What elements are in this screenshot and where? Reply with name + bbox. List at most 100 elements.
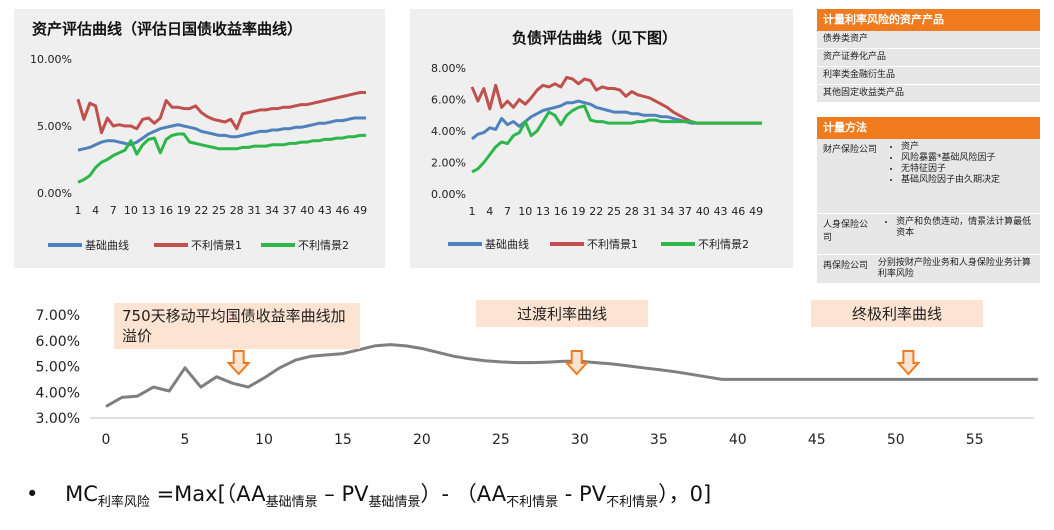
x-tick-label: 28 (230, 204, 244, 217)
x-tick-label: 20 (413, 432, 431, 448)
x-tick-label: 40 (300, 204, 314, 217)
x-tick-label: 0 (102, 432, 111, 448)
x-tick-label: 13 (536, 205, 550, 218)
formula-subscript: 不利情景 (606, 495, 659, 510)
x-tick-label: 19 (572, 205, 586, 218)
y-tick-label: 4.00% (431, 125, 466, 138)
y-tick-label: 7.00% (36, 308, 80, 324)
mc-formula: • MC利率风险 =Max[（AA基础情景 – PV基础情景）- （AA不利情景… (26, 478, 711, 510)
legend-label: 不利情景2 (698, 238, 749, 251)
x-tick-label: 31 (643, 205, 657, 218)
arrow-down-icon (896, 350, 921, 376)
x-tick-label: 50 (887, 432, 905, 448)
legend-label: 不利情景1 (191, 239, 242, 252)
x-tick-label: 46 (335, 204, 349, 217)
x-tick-label: 15 (334, 432, 352, 448)
x-tick-label: 37 (283, 204, 297, 217)
x-tick-label: 4 (92, 204, 99, 217)
x-tick-label: 16 (554, 205, 568, 218)
x-tick-label: 49 (749, 205, 763, 218)
x-tick-label: 45 (808, 432, 826, 448)
asset-chart: 0.00%5.00%10.00%1 4 7 10 13 16 19 22 25 28 31 34 37 4… (30, 53, 367, 252)
liability-chart: 0.00% 2.00% 4.00% 6.00% 8.00% 1 4 7 10 13 16 19 22 25… (431, 62, 763, 251)
x-tick-label: 46 (731, 205, 745, 218)
x-tick-label: 13 (142, 204, 156, 217)
x-tick-label: 10 (124, 204, 138, 217)
x-tick-label: 1 (75, 204, 82, 217)
x-tick-label: 35 (650, 432, 668, 448)
x-tick-label: 30 (571, 432, 589, 448)
asset-chart-title: 资产评估曲线（评估日国债收益率曲线） (32, 20, 303, 38)
x-tick-label: 28 (625, 205, 639, 218)
arrow-down-icon (226, 350, 251, 376)
y-tick-label: 6.00% (431, 94, 466, 107)
formula-subscript: 基础情景 (265, 495, 318, 510)
method-text: 分别按财产险业务和人身保险业务计算利率风险 (877, 258, 1031, 279)
x-tick-label: 10 (518, 205, 532, 218)
x-tick-label: 34 (660, 205, 674, 218)
asset-products-title: 计量利率风险的资产产品 (817, 9, 1040, 31)
x-tick-label: 37 (678, 205, 692, 218)
x-tick-label: 22 (589, 205, 603, 218)
y-tick-label: 3.00% (36, 411, 80, 427)
formula-subscript: 利率风险 (97, 495, 150, 510)
asset-product-item: 其他固定收益类产品 (817, 85, 1040, 103)
asset-products-box: 计量利率风险的资产产品 债券类资产 资产证券化产品 利率类金融衍生品 其他固定收… (817, 9, 1040, 103)
y-tick-label: 0.00% (431, 188, 466, 201)
x-tick-label: 1 (469, 205, 476, 218)
formula-text: – PV (317, 482, 369, 506)
callout-moving-average: 750天移动平均国债收益率曲线加溢价 (114, 303, 360, 349)
methods-box: 计量方法 财产保险公司 资产 风险暴露*基础风险因子 无特征因子 基础风险因子由… (817, 117, 1040, 284)
method-item: 基础风险因子由久期决定 (901, 175, 1000, 186)
asset-product-item: 利率类金融衍生品 (817, 67, 1040, 85)
x-tick-label: 40 (729, 432, 747, 448)
y-tick-label: 5.00% (36, 360, 80, 376)
x-tick-label: 43 (318, 204, 332, 217)
callout-transition: 过渡利率曲线 (476, 300, 648, 327)
legend-label: 基础曲线 (485, 237, 529, 251)
asset-product-item: 资产证券化产品 (817, 49, 1040, 67)
x-tick-label: 34 (265, 204, 279, 217)
method-item: 无特征因子 (901, 164, 1000, 175)
series-line-3 (77, 132, 366, 184)
x-tick-label: 5 (181, 432, 190, 448)
asset-chart-panel: 资产评估曲线（评估日国债收益率曲线） 0.00% 5.00% 10.00% 1 4 7 10… (14, 9, 385, 268)
method-company: 人身保险公司 (823, 220, 869, 243)
method-item: 资产 (901, 142, 1000, 153)
x-tick-label: 7 (110, 204, 117, 217)
series-line-2 (470, 75, 762, 125)
method-company: 财产保险公司 (823, 145, 878, 155)
method-row-life: 人身保险公司 资产和负债连动，情景法计算最低资本 (817, 214, 1040, 255)
formula-subscript: 不利情景 (506, 495, 559, 510)
x-tick-label: 25 (212, 204, 226, 217)
asset-product-item: 债券类资产 (817, 31, 1040, 49)
formula-text: ）- （AA (420, 482, 507, 506)
x-tick-label: 19 (177, 204, 191, 217)
y-tick-label: 6.00% (36, 334, 80, 350)
callout-ultimate: 终极利率曲线 (811, 300, 983, 327)
method-item: 风险暴露*基础风险因子 (901, 153, 1000, 164)
formula-text: =Max[（AA (149, 482, 266, 506)
series-line-2 (76, 91, 366, 135)
liability-chart-panel: 负债评估曲线（见下图） 0.00% 2.00% 4.00% 6.00% 8.00% 1 4 7… (410, 9, 793, 268)
method-item: 资产和负债连动，情景法计算最低资本 (896, 217, 1036, 239)
legend-label: 基础曲线 (85, 238, 129, 252)
y-tick-label: 8.00% (431, 62, 466, 75)
x-tick-label: 55 (966, 432, 984, 448)
formula-subscript: 基础情景 (368, 495, 421, 510)
method-row-reinsurance: 再保险公司 分别按财产险业务和人身保险业务计算利率风险 (817, 255, 1040, 284)
methods-title: 计量方法 (817, 117, 1040, 139)
formula-text: ），0] (658, 482, 712, 506)
y-tick-label: 5.00% (37, 120, 72, 133)
x-tick-label: 4 (486, 205, 493, 218)
formula-text: - PV (558, 482, 607, 506)
x-tick-label: 16 (159, 204, 173, 217)
bullet: • (26, 482, 39, 506)
y-tick-label: 2.00% (431, 157, 466, 170)
liability-chart-title: 负债评估曲线（见下图） (512, 29, 678, 47)
x-tick-label: 10 (255, 432, 273, 448)
y-tick-label: 10.00% (30, 53, 72, 66)
x-tick-label: 7 (504, 205, 511, 218)
legend-label: 不利情景1 (587, 238, 638, 251)
x-tick-label: 31 (247, 204, 261, 217)
